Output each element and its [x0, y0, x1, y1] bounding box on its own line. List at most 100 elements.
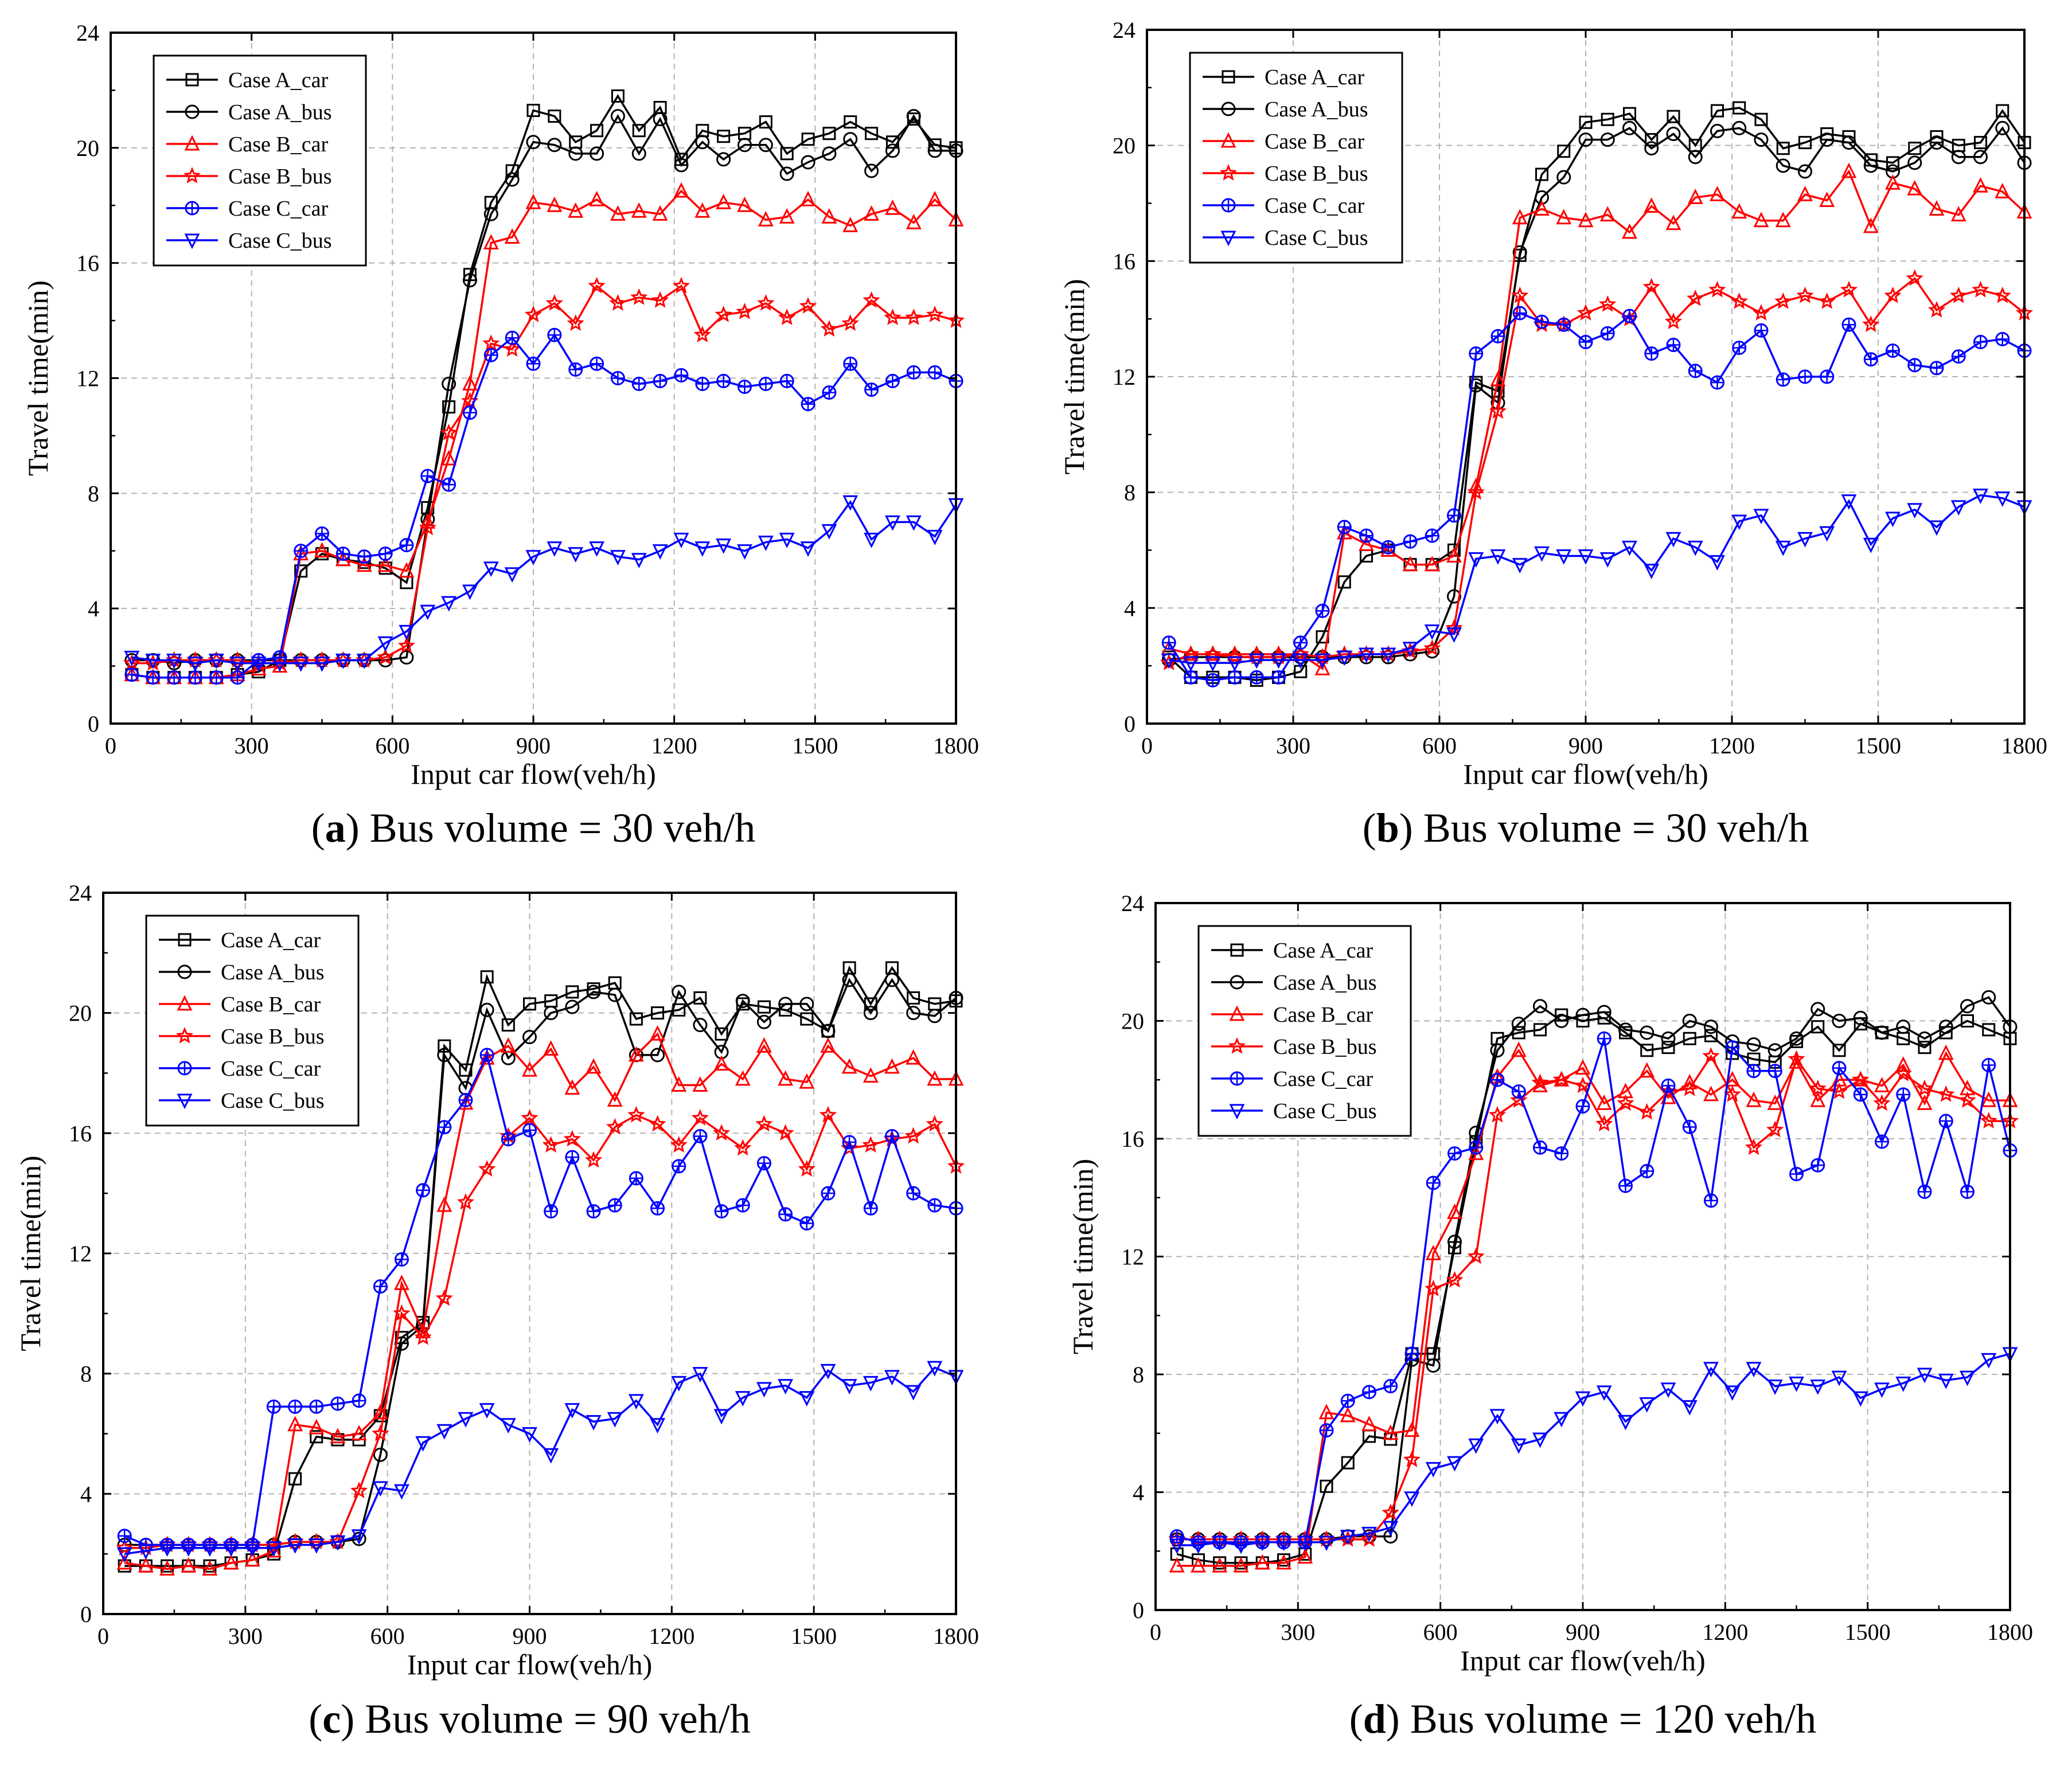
data-point: [885, 374, 900, 389]
data-point: [1469, 378, 1484, 393]
data-point: [1797, 186, 1813, 201]
series-case-c-car: [1161, 306, 2032, 687]
data-point: [755, 1115, 773, 1132]
x-tick-label: 900: [513, 1623, 547, 1649]
data-point: [1640, 1044, 1654, 1057]
legend-item: Case B_car: [166, 132, 328, 157]
data-point: [116, 1554, 132, 1570]
data-point: [568, 146, 583, 161]
data-point: [1228, 1037, 1246, 1054]
data-point: [1810, 1380, 1826, 1395]
axis-ticks: 0 300 600 900 1200 1500 1800 0 4 8 12 16 20 24: [69, 880, 979, 1649]
data-point: [167, 670, 182, 685]
data-point: [1704, 1193, 1718, 1208]
data-point: [1906, 269, 1923, 286]
legend-item: Case C_bus: [166, 229, 332, 253]
data-point: [1578, 549, 1594, 565]
panel-caption: (a) Bus volume = 30 veh/h: [311, 805, 756, 851]
data-point: [230, 670, 245, 685]
data-point: [1532, 1432, 1548, 1448]
data-point: [543, 1448, 559, 1464]
data-point: [1425, 528, 1439, 543]
data-point: [607, 987, 622, 1002]
data-point: [1832, 1014, 1847, 1028]
data-point: [927, 143, 942, 158]
data-point: [1961, 1014, 1974, 1027]
data-point: [399, 562, 415, 578]
caption-paren: (: [1363, 805, 1376, 851]
data-point: [462, 375, 478, 391]
data-point: [778, 997, 793, 1011]
data-point: [504, 567, 520, 583]
data-point: [716, 538, 732, 554]
data-point: [1293, 635, 1308, 650]
data-point: [1271, 670, 1286, 685]
data-point: [544, 1204, 559, 1219]
data-point: [1601, 112, 1614, 126]
data-point: [1221, 101, 1236, 116]
data-point: [1660, 1382, 1676, 1398]
caption-letter: d: [1363, 1696, 1386, 1742]
data-point: [927, 190, 943, 206]
data-point: [1810, 1158, 1825, 1173]
legend-item: Case A_bus: [1203, 97, 1368, 122]
data-point: [1810, 1091, 1826, 1107]
data-point: [1767, 1380, 1783, 1395]
data-point: [177, 1061, 192, 1076]
data-point: [1597, 1031, 1611, 1046]
data-point: [1425, 1462, 1441, 1478]
data-point: [442, 477, 456, 492]
legend-label: Case B_bus: [221, 1025, 325, 1049]
legend-item: Case A_car: [1203, 65, 1364, 89]
data-point: [1578, 212, 1594, 228]
data-point: [1276, 1554, 1291, 1570]
legend-label: Case C_car: [1265, 194, 1364, 218]
data-point: [863, 1006, 878, 1021]
data-point: [314, 542, 330, 558]
data-point: [1703, 1085, 1719, 1101]
data-point: [1938, 1113, 1953, 1128]
legend-label: Case A_car: [228, 68, 328, 92]
data-point: [1212, 1557, 1228, 1573]
x-axis-title: Input car flow(veh/h): [1463, 758, 1708, 790]
data-point: [1276, 1535, 1291, 1552]
data-point: [589, 541, 604, 557]
data-point: [564, 1403, 580, 1419]
data-point: [631, 377, 646, 392]
data-point: [627, 1105, 645, 1123]
data-point: [1852, 1070, 1870, 1088]
data-point: [1732, 120, 1747, 135]
data-point: [1938, 1044, 1954, 1060]
data-point: [1447, 1204, 1462, 1219]
data-point: [1230, 1071, 1244, 1086]
data-point: [695, 377, 710, 392]
data-point: [116, 1547, 132, 1563]
data-point: [480, 970, 494, 984]
data-point: [1725, 1040, 1740, 1055]
data-point: [1623, 107, 1636, 120]
data-point: [927, 1361, 943, 1377]
data-point: [820, 320, 838, 337]
data-point: [483, 206, 498, 221]
y-tick-label: 24: [1113, 17, 1135, 43]
y-tick-label: 4: [1133, 1480, 1144, 1506]
x-tick-label: 1800: [933, 1623, 979, 1649]
data-point: [1512, 558, 1528, 574]
data-point: [1710, 186, 1725, 201]
data-point: [372, 1424, 389, 1441]
data-point: [1382, 1503, 1399, 1521]
legend-item: Case B_car: [1211, 1003, 1373, 1027]
data-point: [820, 1037, 836, 1053]
x-tick-label: 300: [235, 733, 269, 759]
data-point: [1447, 1456, 1462, 1472]
data-point: [1226, 648, 1244, 665]
x-tick-label: 1500: [791, 1623, 837, 1649]
data-point: [1874, 1382, 1890, 1398]
legend-item: Case C_car: [1211, 1067, 1373, 1091]
x-axis-title: Input car flow(veh/h): [411, 758, 656, 790]
data-point: [420, 468, 435, 483]
data-point: [1918, 1041, 1931, 1054]
x-tick-label: 300: [228, 1623, 263, 1649]
legend-box: [145, 915, 360, 1127]
x-tick-label: 0: [105, 733, 116, 759]
